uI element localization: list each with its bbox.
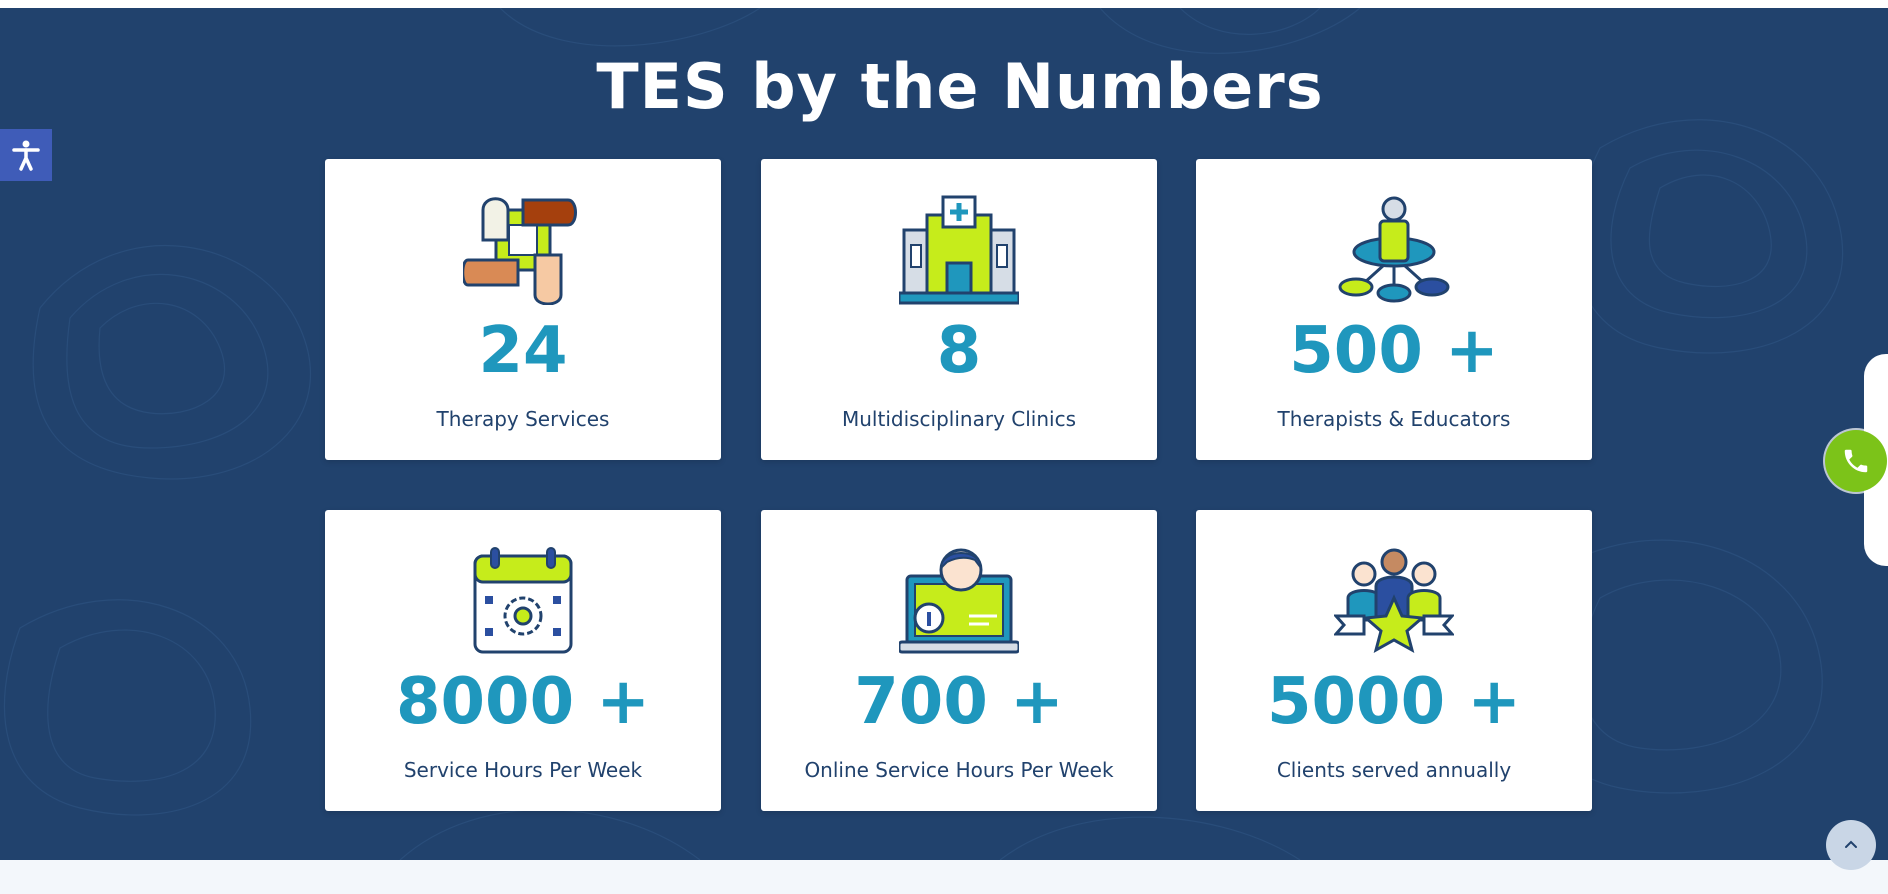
stat-value: 8	[936, 314, 982, 388]
next-section-band	[0, 860, 1888, 894]
stat-label: Service Hours Per Week	[403, 758, 643, 782]
hands-circle-icon	[463, 197, 577, 305]
phone-icon	[1844, 449, 1868, 473]
scroll-to-top-button[interactable]	[1826, 820, 1876, 870]
stat-value: 24	[478, 314, 568, 388]
section-title: TES by the Numbers	[596, 50, 1324, 123]
stat-value: 700 +	[854, 665, 1064, 739]
stat-label: Online Service Hours Per Week	[804, 758, 1114, 782]
stat-card-therapists: 500 + Therapists & Educators	[1196, 159, 1592, 460]
team-network-icon	[1338, 196, 1450, 303]
stat-label: Therapy Services	[436, 407, 610, 431]
stat-card-clinics: 8 Multidisciplinary Clinics	[761, 159, 1157, 460]
online-session-icon	[899, 548, 1019, 654]
stat-value: 500 +	[1289, 314, 1499, 388]
stat-value: 8000 +	[395, 665, 651, 739]
stat-label: Clients served annually	[1276, 758, 1512, 782]
accessibility-icon	[12, 140, 40, 171]
chevron-up-icon	[1845, 840, 1857, 848]
clients-star-icon	[1334, 548, 1454, 654]
stat-label: Therapists & Educators	[1277, 407, 1511, 431]
stat-value: 5000 +	[1266, 665, 1522, 739]
accessibility-button[interactable]	[0, 129, 52, 181]
top-strip	[0, 0, 1888, 8]
stat-label: Multidisciplinary Clinics	[842, 407, 1076, 431]
stat-card-therapy-services: 24 Therapy Services	[325, 159, 721, 460]
stat-card-clients: 5000 + Clients served annually	[1196, 510, 1592, 811]
stat-card-service-hours: 8000 + Service Hours Per Week	[325, 510, 721, 811]
call-button[interactable]	[1825, 430, 1887, 492]
clinic-building-icon	[899, 195, 1019, 305]
stat-card-online-hours: 700 + Online Service Hours Per Week	[761, 510, 1157, 811]
calendar-gear-icon	[473, 547, 573, 654]
